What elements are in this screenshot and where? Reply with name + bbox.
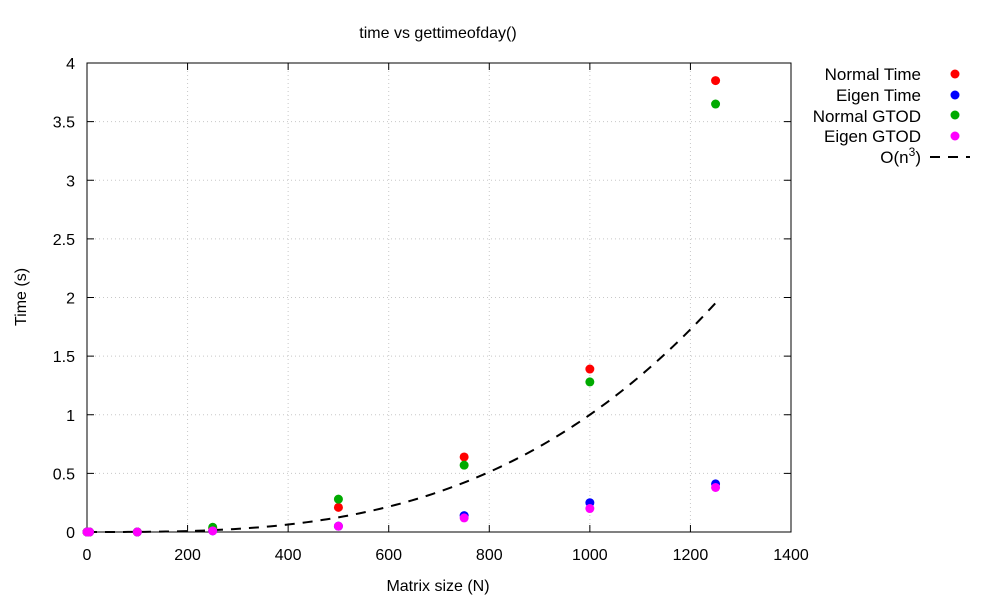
legend-marker-eigen-time: [950, 90, 960, 100]
point-eigen-gtod: [333, 521, 343, 531]
point-normal-time: [585, 364, 595, 374]
legend: Normal Time Eigen Time Normal GTOD Eigen…: [813, 65, 970, 167]
x-tick-label: 0: [83, 547, 92, 564]
legend-label-o-n3-sup: 3: [909, 145, 916, 159]
y-tick-labels: 0 0.5 1 1.5 2 2.5 3 3.5 4: [53, 56, 75, 542]
y-tick-label: 2: [66, 291, 75, 308]
legend-label-o-n3-close: ): [915, 148, 921, 167]
x-tick-label: 1400: [773, 547, 809, 564]
legend-marker-eigen-gtod: [950, 131, 960, 141]
legend-marker-normal-gtod: [950, 110, 960, 120]
point-eigen-gtod: [85, 527, 95, 537]
point-normal-time: [459, 452, 469, 462]
y-tick-label: 3.5: [53, 115, 75, 132]
legend-entry-normal-gtod: Normal GTOD: [813, 107, 960, 126]
y-tick-label: 3: [66, 173, 75, 190]
point-normal-time: [711, 76, 721, 86]
legend-entry-eigen-time: Eigen Time: [836, 86, 960, 105]
plot-frame: [86, 62, 792, 533]
chart-title: time vs gettimeofday(): [359, 25, 516, 42]
y-tick-label: 4: [66, 56, 75, 73]
legend-entry-normal-time: Normal Time: [825, 65, 960, 84]
x-tick-label: 400: [275, 547, 302, 564]
legend-label-o-n3-base: O(n: [880, 148, 908, 167]
point-normal-gtod: [333, 494, 343, 504]
point-eigen-gtod: [132, 527, 142, 537]
y-axis-label: Time (s): [13, 268, 30, 326]
point-normal-gtod: [459, 460, 469, 470]
legend-entry-o-n3: O(n3): [880, 145, 970, 167]
point-normal-gtod: [711, 99, 721, 109]
legend-label-normal-gtod: Normal GTOD: [813, 107, 921, 126]
legend-entry-eigen-gtod: Eigen GTOD: [824, 127, 960, 146]
legend-label-eigen-gtod: Eigen GTOD: [824, 127, 921, 146]
y-tick-label: 1.5: [53, 349, 75, 366]
x-tick-label: 800: [476, 547, 503, 564]
legend-label-normal-time: Normal Time: [825, 65, 921, 84]
y-tick-label: 0.5: [53, 466, 75, 483]
x-tick-label: 200: [174, 547, 201, 564]
point-eigen-gtod: [711, 482, 721, 492]
x-axis-label: Matrix size (N): [386, 578, 489, 595]
legend-label-eigen-time: Eigen Time: [836, 86, 921, 105]
point-eigen-gtod: [585, 504, 595, 514]
legend-label-o-n3: O(n3): [880, 145, 921, 167]
y-tick-label: 1: [66, 408, 75, 425]
point-normal-time: [333, 502, 343, 512]
y-tick-label: 2.5: [53, 232, 75, 249]
legend-marker-normal-time: [950, 69, 960, 79]
data-points: [82, 76, 721, 537]
x-tick-label: 1200: [673, 547, 709, 564]
y-tick-label: 0: [66, 525, 75, 542]
x-tick-label: 1000: [572, 547, 608, 564]
point-eigen-gtod: [208, 526, 218, 536]
point-eigen-gtod: [459, 513, 469, 523]
point-normal-gtod: [585, 377, 595, 387]
x-tick-label: 600: [375, 547, 402, 564]
x-tick-labels: 0 200 400 600 800 1000 1200 1400: [83, 547, 809, 564]
